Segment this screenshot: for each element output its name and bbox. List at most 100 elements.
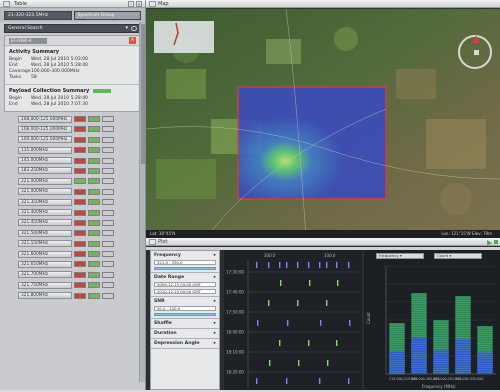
- frequency-label[interactable]: 183.250MHz: [18, 167, 72, 175]
- record-button[interactable]: [74, 199, 86, 206]
- frequency-list-item[interactable]: 221.000MHz: [18, 177, 141, 185]
- timeline-event[interactable]: [327, 360, 329, 366]
- timeline-event[interactable]: [256, 262, 258, 268]
- frequency-list-item[interactable]: 145.000MHz: [18, 157, 141, 165]
- record-button[interactable]: [74, 271, 86, 278]
- timeline-plot[interactable]: 17:30:00 17:40:00 17:50:00 18:00:00 18:10:00…: [224, 250, 362, 390]
- timeline-event[interactable]: [286, 378, 288, 384]
- options-button[interactable]: [102, 219, 114, 226]
- record-button[interactable]: [74, 219, 86, 226]
- frequency-list-item[interactable]: 321.800MHz: [18, 292, 141, 300]
- frequency-list-item[interactable]: 109.000-125.000MHz: [18, 136, 141, 144]
- filter-heading[interactable]: Depression Angle ▸: [154, 341, 216, 346]
- timeline-event[interactable]: [319, 378, 321, 384]
- timeline-event[interactable]: [308, 262, 310, 268]
- frequency-label[interactable]: 321.450MHz: [18, 219, 72, 227]
- frequency-label[interactable]: 321.800MHz: [18, 292, 72, 300]
- left-scrollbar[interactable]: [139, 22, 145, 382]
- timeline-event[interactable]: [279, 340, 281, 346]
- filter-input[interactable]: 20.0 - 100.0: [154, 306, 216, 311]
- range-slider[interactable]: [154, 313, 216, 316]
- timeline-event[interactable]: [349, 320, 351, 326]
- options-button[interactable]: [102, 147, 114, 154]
- expand-icon[interactable]: ▸: [213, 341, 216, 346]
- options-button[interactable]: [102, 292, 114, 299]
- histogram-x-dropdown[interactable]: Frequency ▾: [376, 253, 424, 259]
- histogram-plot[interactable]: Frequency ▾ Count ▾ 215.000-219.000 262.0…: [364, 250, 500, 390]
- frequency-list-item[interactable]: 321.500MHz: [18, 229, 141, 237]
- options-button[interactable]: [102, 199, 114, 206]
- record-button[interactable]: [74, 136, 86, 143]
- play-button[interactable]: [88, 167, 100, 174]
- frequency-list-item[interactable]: 183.250MHz: [18, 167, 141, 175]
- play-button[interactable]: [88, 188, 100, 195]
- search-icon[interactable]: [131, 26, 137, 31]
- timeline-event[interactable]: [287, 320, 289, 326]
- timeline-event[interactable]: [269, 360, 271, 366]
- histogram-bar[interactable]: [455, 296, 471, 374]
- frequency-list-item[interactable]: 321.000MHz: [18, 188, 141, 196]
- timeline-event[interactable]: [319, 262, 321, 268]
- play-button[interactable]: [88, 240, 100, 247]
- expand-icon[interactable]: ▸: [213, 275, 216, 280]
- close-summary-icon[interactable]: ×: [129, 37, 136, 44]
- play-button[interactable]: [88, 261, 100, 268]
- timeline-event[interactable]: [336, 262, 338, 268]
- play-button[interactable]: [88, 126, 100, 133]
- play-button[interactable]: [88, 282, 100, 289]
- tab-frequency-range[interactable]: 21-320-323.5MHz: [4, 11, 72, 20]
- play-button[interactable]: [88, 116, 100, 122]
- frequency-label[interactable]: 321.600MHz: [18, 250, 72, 258]
- record-button[interactable]: [74, 240, 86, 247]
- histogram-bar[interactable]: [411, 293, 427, 374]
- timeline-event[interactable]: [286, 262, 288, 268]
- histogram-bar[interactable]: [433, 320, 449, 374]
- frequency-label[interactable]: 145.000MHz: [18, 157, 72, 165]
- play-button[interactable]: [88, 157, 100, 164]
- timeline-event[interactable]: [348, 378, 350, 384]
- frequency-label[interactable]: 321.400MHz: [18, 209, 72, 217]
- play-button[interactable]: [88, 147, 100, 154]
- timeline-event[interactable]: [298, 360, 300, 366]
- frequency-list-item[interactable]: 108.000-125.000MHz: [18, 125, 141, 133]
- options-button[interactable]: [102, 230, 114, 237]
- record-button[interactable]: [74, 167, 86, 174]
- tab-spectrum-group[interactable]: Spectrum Group: [73, 11, 141, 20]
- timeline-event[interactable]: [336, 340, 338, 346]
- play-button[interactable]: [88, 271, 100, 278]
- range-slider[interactable]: [154, 267, 216, 270]
- histogram-bar[interactable]: [477, 326, 493, 374]
- frequency-label[interactable]: 321.550MHz: [18, 240, 72, 248]
- timeline-event[interactable]: [297, 300, 299, 306]
- satellite-map[interactable]: [146, 9, 500, 238]
- record-button[interactable]: [74, 282, 86, 289]
- frequency-label[interactable]: 135.000MHz: [18, 146, 72, 154]
- record-button[interactable]: [74, 251, 86, 258]
- play-button[interactable]: [88, 219, 100, 226]
- frequency-label[interactable]: 321.350MHz: [18, 198, 72, 206]
- timeline-event[interactable]: [337, 280, 339, 286]
- frequency-label[interactable]: 221.000MHz: [18, 177, 72, 185]
- frequency-list-item[interactable]: 321.350MHz: [18, 198, 141, 206]
- frequency-list-item[interactable]: 321.650MHz: [18, 260, 141, 268]
- frequency-label[interactable]: 321.000MHz: [18, 188, 72, 196]
- expand-icon[interactable]: ▸: [213, 331, 216, 336]
- expand-icon[interactable]: ▸: [213, 299, 216, 304]
- record-button[interactable]: [74, 147, 86, 154]
- general-search-field[interactable]: General Search ▾: [4, 24, 141, 33]
- expand-icon[interactable]: ▸: [213, 321, 216, 326]
- timeline-event[interactable]: [280, 280, 282, 286]
- histogram-bar[interactable]: [389, 323, 405, 374]
- timeline-event[interactable]: [268, 262, 270, 268]
- filter-input[interactable]: 2009-12-15 00:00 GMT: [154, 282, 216, 287]
- options-button[interactable]: [102, 188, 114, 195]
- options-button[interactable]: [102, 251, 114, 258]
- filter-heading[interactable]: Duration ▸: [154, 331, 216, 336]
- filter-heading[interactable]: Date Range ▸: [154, 275, 216, 280]
- play-icon[interactable]: [487, 240, 492, 246]
- frequency-label[interactable]: 108.000-125.000MHz: [18, 115, 72, 123]
- play-button[interactable]: [88, 178, 100, 185]
- frequency-label[interactable]: 321.750MHz: [18, 281, 72, 289]
- timeline-event[interactable]: [279, 262, 281, 268]
- record-button[interactable]: [74, 209, 86, 216]
